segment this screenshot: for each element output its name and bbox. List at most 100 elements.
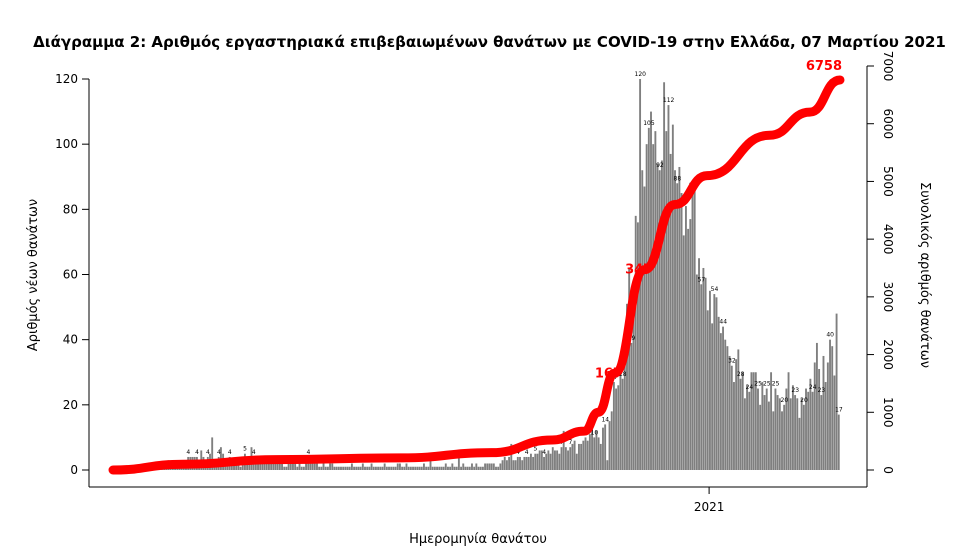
bar — [783, 404, 786, 470]
bar — [754, 372, 757, 470]
bar — [752, 372, 755, 470]
left-y-axis-label: Αριθμός νέων θανάτων — [26, 199, 41, 351]
right-axis-tick-label: 6000 — [881, 108, 895, 139]
bar — [392, 466, 395, 470]
bar-value-label: 24 — [809, 384, 817, 391]
bar-value-label: 57 — [698, 276, 706, 283]
right-axis-tick-label: 4000 — [881, 224, 895, 255]
bar-value-label: 25 — [772, 381, 780, 388]
bar — [746, 385, 749, 470]
bar — [739, 378, 742, 470]
bar — [730, 365, 733, 470]
bar — [715, 297, 718, 470]
bar — [300, 466, 303, 470]
bar — [630, 342, 633, 470]
bar-value-label: 14 — [601, 416, 609, 423]
bar — [268, 460, 270, 470]
bar — [545, 453, 548, 470]
bar-value-label: 5 — [534, 446, 538, 453]
bar-value-label: 4 — [186, 449, 190, 456]
bar — [617, 385, 620, 470]
bar — [597, 437, 600, 470]
bar — [571, 443, 574, 470]
bar — [737, 349, 740, 470]
bar — [455, 466, 458, 470]
bar — [344, 466, 347, 470]
bar — [676, 183, 679, 470]
bar — [532, 456, 535, 470]
bar — [606, 460, 609, 470]
bar — [776, 395, 779, 470]
bar — [412, 466, 414, 470]
bar — [479, 466, 482, 470]
bar — [807, 391, 810, 470]
bar — [626, 303, 628, 470]
bar — [815, 342, 818, 470]
bar — [761, 382, 764, 470]
bar — [462, 463, 465, 470]
bar-value-label: 4 — [228, 449, 232, 456]
bar — [335, 466, 338, 470]
bar — [254, 463, 257, 470]
bar — [547, 450, 550, 470]
bar — [261, 463, 264, 470]
bar — [302, 466, 305, 470]
bar — [525, 456, 528, 470]
bar — [514, 460, 517, 470]
bar — [246, 463, 249, 470]
bar-value-label: 4 — [252, 449, 256, 456]
bar — [272, 463, 275, 470]
bar — [558, 453, 561, 470]
bar — [829, 339, 831, 470]
bar — [654, 131, 657, 470]
bar — [248, 460, 251, 470]
bar-value-label: 17 — [835, 407, 843, 414]
bar-value-label: 92 — [656, 162, 664, 169]
bar — [377, 466, 380, 470]
bar — [787, 372, 790, 470]
bar — [770, 372, 773, 470]
bar — [298, 463, 301, 470]
bar — [682, 235, 685, 470]
right-axis-tick-label: 1000 — [881, 397, 895, 428]
bar — [396, 463, 399, 470]
bar-value-label: 25 — [754, 381, 762, 388]
bar — [257, 463, 259, 470]
bar — [709, 290, 711, 470]
bar — [643, 186, 646, 470]
bar — [447, 466, 449, 470]
bar — [632, 297, 635, 470]
cumulative-deaths-line: 167 347 6758 — [108, 59, 845, 475]
bar — [436, 466, 438, 470]
bar — [722, 326, 724, 470]
bar — [656, 163, 659, 470]
bar — [239, 466, 242, 470]
bar — [778, 398, 781, 470]
bar — [660, 160, 663, 471]
bar — [669, 153, 672, 471]
bar-value-label: 4 — [195, 449, 199, 456]
bar — [663, 82, 666, 470]
bar — [510, 443, 513, 470]
bar — [671, 124, 674, 470]
bar — [403, 466, 406, 470]
bar — [540, 450, 543, 470]
bar-value-label: 112 — [663, 97, 675, 104]
bar — [305, 460, 308, 470]
bar — [475, 463, 478, 470]
bar-value-label: 20 — [781, 397, 789, 404]
bar — [442, 466, 445, 470]
bar — [554, 450, 556, 470]
bar — [802, 404, 805, 470]
bar — [318, 466, 321, 470]
left-axis-tick-label: 100 — [55, 137, 78, 151]
bar — [551, 447, 554, 470]
bar — [294, 463, 297, 470]
bar — [573, 440, 576, 470]
bar — [366, 466, 369, 470]
bar — [259, 463, 262, 470]
bar — [582, 440, 585, 470]
bar — [820, 395, 823, 470]
bar — [505, 460, 508, 470]
